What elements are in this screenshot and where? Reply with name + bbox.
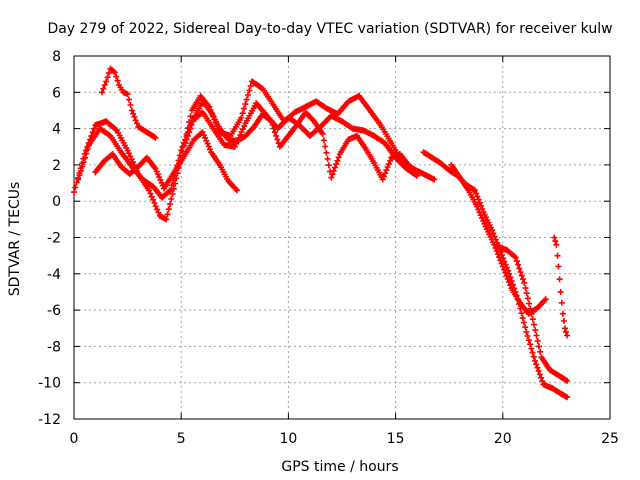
y-tick-label: 4 <box>52 122 61 138</box>
series-track-8 <box>495 243 571 384</box>
y-tick-label: -10 <box>38 376 61 392</box>
series-track-1 <box>71 78 438 223</box>
x-tick-label: 0 <box>70 431 79 447</box>
data-point-markers <box>495 243 571 384</box>
y-tick-label: -8 <box>47 339 61 355</box>
plot-frame <box>73 55 611 420</box>
y-tick-label: -2 <box>47 231 61 247</box>
data-series <box>71 65 571 401</box>
data-point-markers <box>98 65 159 141</box>
y-tick-label: -12 <box>38 412 61 428</box>
y-tick-label: -4 <box>47 267 61 283</box>
data-point-markers <box>92 129 240 194</box>
y-tick-label: 0 <box>52 194 61 210</box>
x-tick-labels: 0 5 10 15 20 25 <box>70 431 619 447</box>
data-point-markers <box>182 98 420 183</box>
series-track-5 <box>182 98 420 183</box>
x-tick-label: 10 <box>279 431 297 447</box>
y-tick-label: 6 <box>52 85 61 101</box>
x-axis-label: GPS time / hours <box>281 459 398 475</box>
x-tick-label: 25 <box>601 431 619 447</box>
data-point-markers <box>71 78 438 223</box>
series-track-9 <box>551 234 571 339</box>
y-tick-label: 2 <box>52 158 61 174</box>
chart-title: Day 279 of 2022, Sidereal Day-to-day VTE… <box>47 21 612 37</box>
y-tick-labels: 8 6 4 2 0 -2 -4 -6 -8 -10 -12 <box>38 49 61 428</box>
y-axis-label: SDTVAR / TECUs <box>7 182 23 297</box>
series-track-3 <box>92 129 240 194</box>
data-point-markers <box>551 234 571 339</box>
series-track-4 <box>98 65 159 141</box>
series-track-7 <box>448 161 549 317</box>
y-tick-label: -6 <box>47 303 61 319</box>
data-point-markers <box>448 161 549 317</box>
x-tick-label: 15 <box>387 431 405 447</box>
x-tick-label: 5 <box>177 431 186 447</box>
y-tick-label: 8 <box>52 49 61 65</box>
x-tick-label: 20 <box>494 431 512 447</box>
